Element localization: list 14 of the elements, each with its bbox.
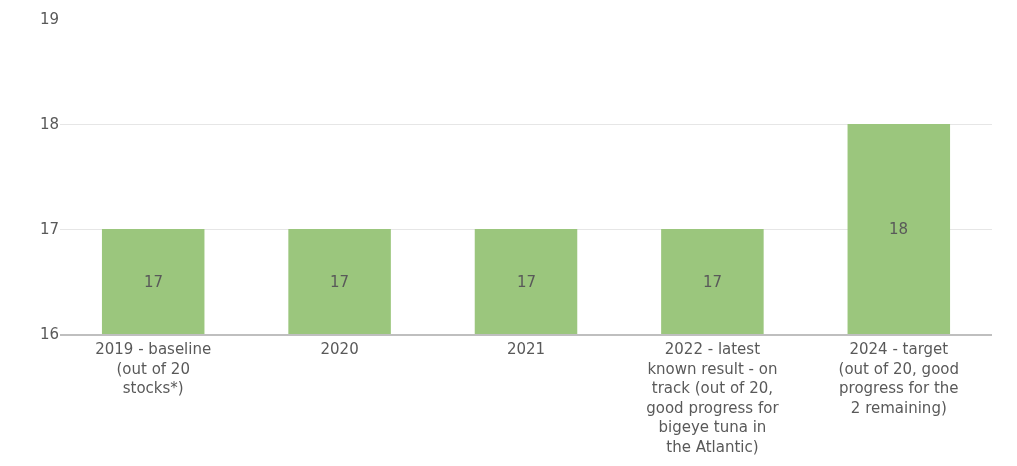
data-label: 17 (330, 273, 350, 291)
y-tick-label: 17 (39, 220, 59, 239)
y-tick-label: 18 (39, 115, 59, 134)
x-tick-label: 2022 - latest known result - on track (out of 20, good progress for bigeye tuna in the Atlantic) (646, 340, 780, 456)
data-label: 17 (144, 273, 164, 291)
x-tick-label: 2024 - target (out of 20, good progress for the 2 remaining) (838, 340, 960, 417)
data-label: 18 (889, 220, 909, 238)
x-tick-label: 2021 (506, 340, 546, 358)
data-label: 17 (517, 273, 537, 291)
data-label: 17 (703, 273, 723, 291)
y-tick-label: 16 (39, 325, 59, 344)
y-tick-label: 19 (39, 10, 59, 29)
x-tick-label: 2020 (320, 340, 359, 358)
x-tick-label: 2019 - baseline (out of 20 stocks*) (95, 340, 212, 397)
